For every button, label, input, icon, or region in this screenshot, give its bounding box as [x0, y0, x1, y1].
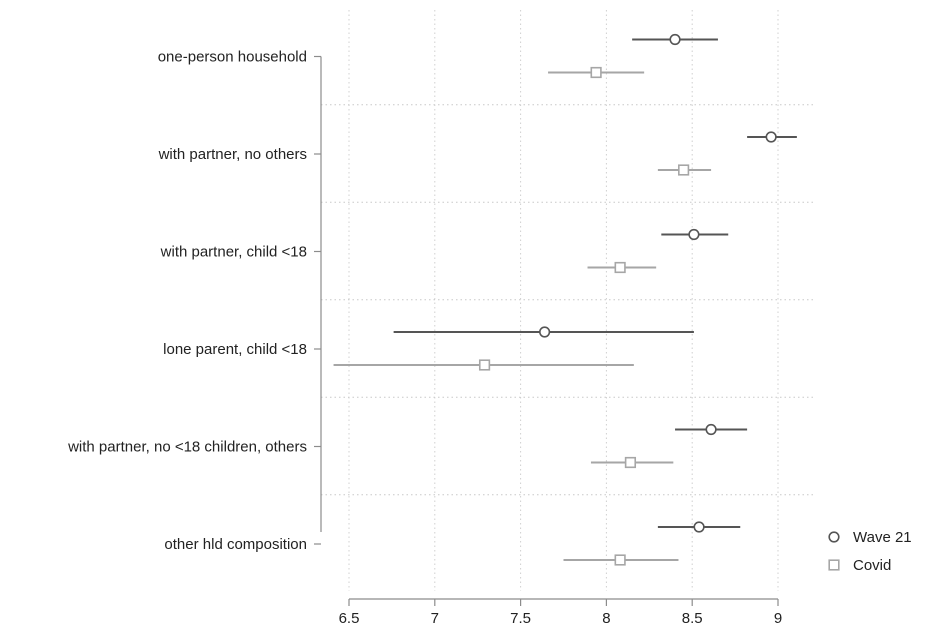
covid-point	[478, 359, 491, 371]
label-layer: 6.5 7 7.5 8 8.5 9 one-person household with par…	[67, 49, 782, 628]
grid-layer	[321, 10, 814, 591]
marker-layer	[478, 33, 777, 566]
x-tick-label: 8.5	[682, 610, 703, 627]
wave21-point	[705, 423, 717, 436]
covid-point	[614, 554, 626, 566]
wave21-point	[669, 33, 681, 46]
category-label: with partner, child <18	[160, 244, 307, 261]
legend-wave21-symbol	[828, 531, 840, 543]
x-tick-label: 7.5	[510, 610, 531, 627]
category-label: with partner, no <18 children, others	[67, 439, 307, 456]
x-tick-label: 6.5	[339, 610, 360, 627]
wave21-point	[765, 131, 777, 143]
category-label: with partner, no others	[158, 146, 307, 163]
covid-point	[624, 456, 637, 469]
x-tick-label: 9	[774, 610, 782, 627]
legend: Wave 21 Covid	[828, 529, 912, 574]
legend-covid-symbol	[828, 559, 840, 571]
category-label: other hld composition	[164, 536, 307, 553]
category-label: lone parent, child <18	[163, 341, 307, 358]
legend-label: Covid	[853, 557, 891, 574]
axis-layer	[314, 55, 779, 606]
covid-point	[590, 66, 602, 79]
wave21-point	[688, 228, 700, 241]
legend-label: Wave 21	[853, 529, 912, 546]
covid-point	[614, 261, 626, 274]
wave21-point	[539, 326, 551, 338]
category-label: one-person household	[158, 49, 307, 66]
x-tick-label: 8	[602, 610, 610, 627]
wave21-point	[693, 521, 705, 533]
covid-point	[678, 164, 690, 176]
x-tick-label: 7	[431, 610, 439, 627]
